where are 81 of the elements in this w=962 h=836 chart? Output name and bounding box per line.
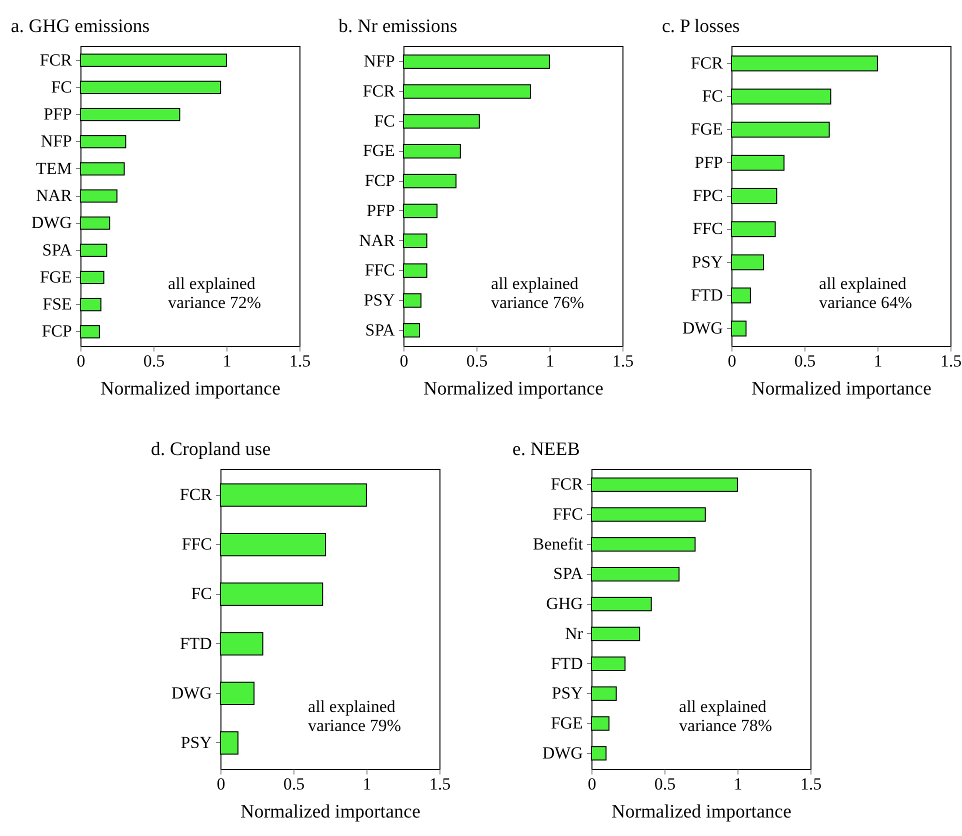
x-tick-label: 1: [222, 352, 232, 370]
y-tick-label: TEM: [36, 158, 72, 178]
y-tick-label: PFP: [694, 152, 723, 172]
y-tick-label: FFC: [552, 504, 583, 524]
annotation: all explained variance 72%: [168, 274, 262, 312]
y-tick-label: NFP: [364, 52, 395, 71]
y-tick-label: FCP: [364, 171, 395, 190]
x-tick-label: 0: [216, 774, 226, 794]
y-tick-label: FC: [51, 77, 72, 96]
x-tick-label: 0.5: [466, 352, 488, 370]
y-tick-label: PFP: [366, 200, 395, 220]
y-tick-label: FPC: [692, 186, 723, 205]
x-tick-label: 1: [734, 774, 742, 794]
y-tick-label: FGE: [550, 713, 583, 732]
y-tick-label: DWG: [542, 743, 583, 762]
chart-title: c. P losses: [662, 16, 740, 37]
y-tick-label: FFC: [364, 260, 395, 280]
y-tick-label: FGE: [690, 120, 723, 139]
y-tick-label: FGE: [40, 267, 72, 286]
x-tick-label: 1.5: [800, 774, 822, 794]
y-tick-label: FCR: [40, 50, 73, 70]
y-tick-label: SPA: [553, 564, 584, 584]
y-tick-label: FC: [374, 111, 395, 130]
y-tick-label: FCP: [42, 322, 72, 341]
chart-title: b. Nr emissions: [338, 16, 458, 37]
y-tick-label: SPA: [42, 240, 73, 260]
y-tick-label: FTD: [550, 654, 583, 673]
x-tick-label: 1: [874, 352, 882, 370]
x-tick-label: 0.5: [143, 352, 165, 370]
y-tick-label: FTD: [180, 634, 212, 653]
y-tick-label: NAR: [359, 230, 396, 250]
y-tick-label: DWG: [31, 213, 72, 232]
x-axis-title: Normalized importance: [423, 378, 604, 400]
annotation: all explained variance 64%: [819, 274, 912, 312]
x-tick-label: 0: [76, 352, 86, 370]
x-axis-title: Normalized importance: [611, 802, 792, 822]
x-tick-label: 1: [546, 352, 554, 370]
y-tick-label: Nr: [564, 624, 584, 643]
y-tick-label: GHG: [546, 594, 583, 614]
y-tick-label: FC: [191, 584, 212, 604]
x-tick-label: 0: [400, 352, 408, 370]
y-tick-label: Benefit: [532, 534, 584, 554]
y-tick-label: PSY: [364, 290, 395, 310]
y-tick-label: DWG: [171, 683, 212, 702]
y-tick-label: FFC: [692, 219, 723, 238]
y-tick-label: FCR: [550, 474, 584, 494]
y-tick-label: DWG: [682, 318, 723, 338]
chart-title: e. NEEB: [512, 439, 580, 460]
x-axis-title: Normalized importance: [100, 378, 280, 400]
y-tick-label: PSY: [180, 732, 212, 752]
y-tick-label: FGE: [362, 141, 395, 160]
annotation: all explained variance 78%: [679, 697, 772, 735]
x-tick-label: 1: [362, 774, 372, 794]
y-tick-label: PSY: [692, 252, 723, 272]
y-tick-label: NAR: [36, 186, 73, 205]
y-tick-label: PSY: [552, 684, 583, 703]
y-tick-label: SPA: [365, 320, 396, 340]
y-tick-label: FSE: [42, 294, 72, 314]
x-tick-label: 0: [588, 774, 596, 794]
y-tick-label: FC: [702, 86, 723, 106]
y-tick-label: FFC: [182, 534, 212, 554]
x-tick-label: 1.5: [940, 352, 962, 370]
x-tick-label: 0.5: [283, 774, 305, 794]
x-tick-label: 1.5: [289, 352, 311, 370]
y-tick-label: FCR: [180, 485, 213, 504]
y-tick-label: FCR: [690, 53, 724, 72]
x-tick-label: 1.5: [612, 352, 634, 370]
y-tick-label: FTD: [690, 285, 723, 304]
x-tick-label: 0.5: [654, 774, 676, 794]
x-tick-label: 0: [728, 352, 736, 370]
annotation: all explained variance 76%: [491, 274, 584, 312]
y-tick-label: NFP: [40, 132, 72, 151]
chart-title: d. Cropland use: [150, 439, 271, 460]
y-tick-label: PFP: [44, 104, 72, 124]
x-tick-label: 0.5: [794, 352, 816, 370]
y-tick-label: FCR: [362, 82, 396, 101]
x-tick-label: 1.5: [429, 774, 451, 794]
chart-title: a. GHG emissions: [10, 16, 150, 37]
annotation: all explained variance 79%: [308, 697, 402, 735]
x-axis-title: Normalized importance: [751, 378, 932, 400]
x-axis-title: Normalized importance: [240, 802, 420, 822]
